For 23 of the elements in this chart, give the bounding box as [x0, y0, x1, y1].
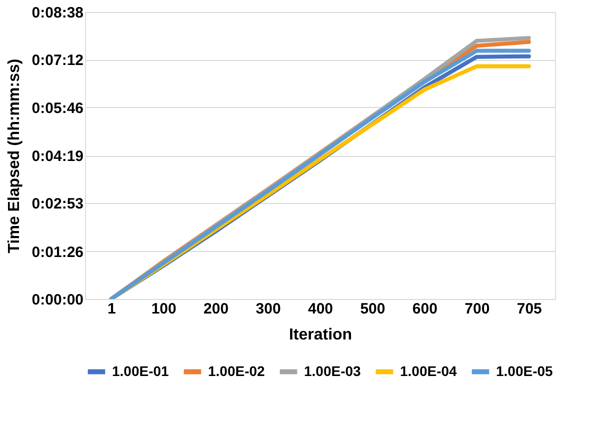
y-tick-label: 0:02:53 [32, 196, 84, 213]
x-tick-label: 300 [256, 300, 281, 318]
legend-label: 1.00E-05 [496, 362, 554, 379]
x-tick-label: 500 [360, 300, 386, 318]
y-tick-label: 0:07:12 [32, 52, 84, 70]
x-tick-label: 600 [412, 300, 438, 318]
x-axis-title: Iteration [288, 326, 352, 344]
y-tick-label: 0:00:00 [32, 292, 84, 308]
y-tick-label: 0:01:26 [32, 244, 84, 261]
legend-label: 1.00E-02 [208, 362, 266, 379]
x-tick-label: 700 [464, 300, 490, 318]
x-tick-label: 1 [107, 300, 116, 318]
x-tick-label: 400 [308, 300, 334, 318]
legend-label: 1.00E-01 [112, 362, 170, 379]
y-tick-label: 0:05:46 [32, 100, 84, 117]
legend-label: 1.00E-03 [304, 362, 362, 379]
x-tick-label: 100 [151, 300, 176, 318]
legend-label: 1.00E-04 [400, 362, 458, 379]
x-tick-label: 200 [204, 300, 229, 318]
y-tick-label: 0:04:19 [32, 148, 84, 165]
y-tick-label: 0:08:38 [32, 4, 84, 22]
y-axis-title: Time Elapsed (hh:mm:ss) [6, 58, 23, 254]
x-tick-label: 705 [516, 300, 542, 318]
